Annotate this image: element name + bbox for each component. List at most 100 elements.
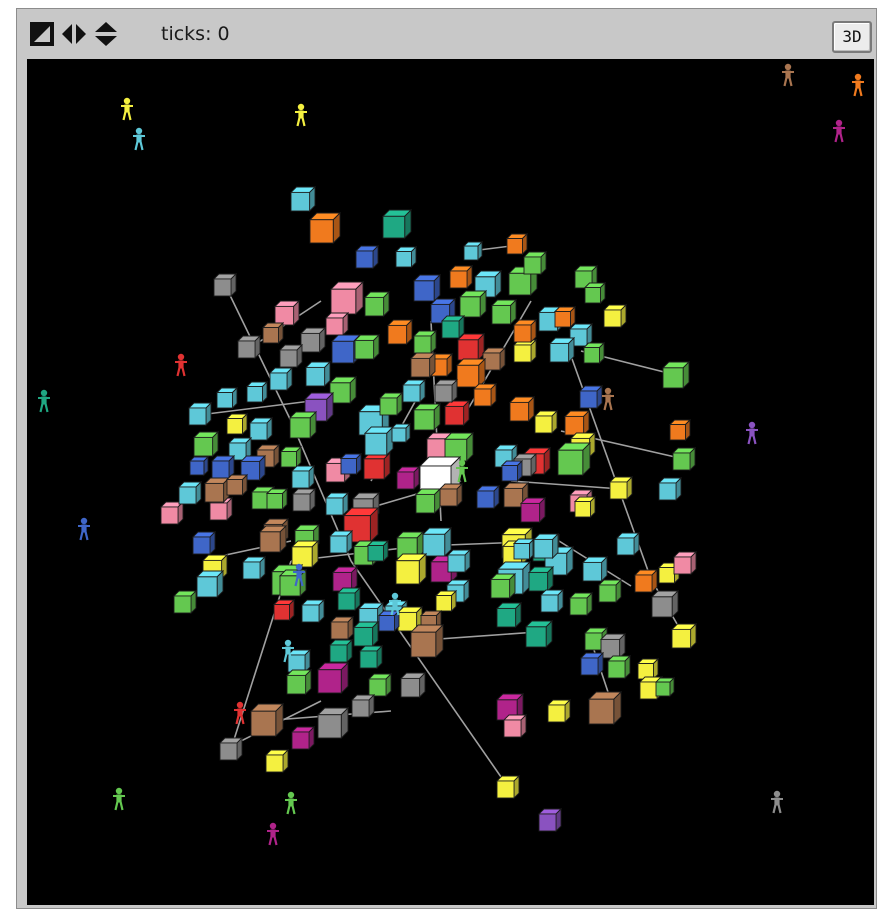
node-cube[interactable] — [481, 346, 507, 372]
node-cube[interactable] — [578, 384, 604, 410]
node-cube[interactable] — [191, 530, 217, 556]
node-cube[interactable] — [462, 240, 484, 262]
node-cube[interactable] — [329, 280, 365, 316]
node-cube[interactable] — [508, 395, 536, 423]
node-cube[interactable] — [354, 244, 380, 270]
node-cube[interactable] — [291, 487, 317, 513]
node-cube[interactable] — [236, 334, 262, 360]
node-cube[interactable] — [553, 305, 577, 329]
node-cube[interactable] — [261, 321, 285, 345]
node-cube[interactable] — [308, 211, 342, 245]
node-cube[interactable] — [475, 484, 501, 510]
vertical-arrows-icon[interactable] — [93, 21, 119, 47]
node-cube[interactable] — [350, 693, 376, 719]
node-cube[interactable] — [597, 578, 623, 604]
node-cube[interactable] — [328, 529, 354, 555]
person-agent[interactable] — [133, 127, 145, 151]
node-cube[interactable] — [533, 409, 559, 435]
node-cube[interactable] — [489, 572, 517, 600]
node-cube[interactable] — [661, 360, 691, 390]
node-cube[interactable] — [362, 451, 392, 481]
node-cube[interactable] — [395, 465, 421, 491]
node-cube[interactable] — [668, 418, 692, 442]
node-cube[interactable] — [225, 473, 249, 497]
node-cube[interactable] — [249, 702, 285, 738]
person-agent[interactable] — [602, 387, 614, 411]
person-agent[interactable] — [852, 73, 864, 97]
node-cube[interactable] — [316, 661, 350, 695]
node-cube[interactable] — [399, 671, 427, 699]
person-agent[interactable] — [746, 421, 758, 445]
node-cube[interactable] — [672, 550, 698, 576]
node-cube[interactable] — [187, 401, 213, 427]
node-cube[interactable] — [440, 314, 466, 340]
node-cube[interactable] — [367, 672, 393, 698]
node-cube[interactable] — [394, 245, 418, 269]
node-cube[interactable] — [316, 706, 350, 740]
node-cube[interactable] — [650, 589, 680, 619]
node-cube[interactable] — [203, 476, 231, 504]
person-agent[interactable] — [285, 791, 297, 815]
node-cube[interactable] — [443, 399, 471, 427]
node-cube[interactable] — [288, 410, 318, 440]
node-cube[interactable] — [573, 495, 597, 519]
node-cube[interactable] — [377, 609, 401, 633]
person-agent[interactable] — [293, 563, 305, 587]
node-cube[interactable] — [500, 459, 524, 483]
node-cube[interactable] — [527, 565, 555, 593]
node-cube[interactable] — [227, 436, 253, 462]
node-cube[interactable] — [331, 565, 359, 593]
node-cube[interactable] — [273, 299, 301, 327]
node-cube[interactable] — [512, 338, 538, 364]
world-view[interactable] — [27, 59, 874, 905]
node-cube[interactable] — [581, 555, 609, 583]
node-cube[interactable] — [458, 289, 488, 319]
node-cube[interactable] — [285, 668, 313, 696]
node-cube[interactable] — [556, 441, 592, 477]
node-cube[interactable] — [218, 736, 244, 762]
node-cube[interactable] — [358, 644, 384, 670]
node-cube[interactable] — [573, 264, 599, 290]
node-cube[interactable] — [299, 326, 327, 354]
person-agent[interactable] — [295, 103, 307, 127]
person-agent[interactable] — [175, 353, 187, 377]
node-cube[interactable] — [378, 391, 404, 417]
node-cube[interactable] — [615, 531, 641, 557]
node-cube[interactable] — [241, 555, 267, 581]
node-cube[interactable] — [409, 623, 445, 659]
person-agent[interactable] — [782, 63, 794, 87]
person-agent[interactable] — [38, 389, 50, 413]
node-cube[interactable] — [381, 208, 413, 240]
node-cube[interactable] — [512, 537, 536, 561]
node-cube[interactable] — [606, 654, 632, 680]
node-cube[interactable] — [352, 620, 380, 648]
node-cube[interactable] — [210, 454, 236, 480]
node-cube[interactable] — [495, 601, 523, 629]
node-cube[interactable] — [636, 657, 660, 681]
node-cube[interactable] — [188, 455, 210, 477]
node-cube[interactable] — [502, 713, 528, 739]
node-cube[interactable] — [339, 452, 363, 476]
node-cube[interactable] — [225, 412, 249, 436]
node-cube[interactable] — [324, 491, 350, 517]
node-cube[interactable] — [290, 464, 316, 490]
node-cube[interactable] — [537, 807, 563, 833]
node-cube[interactable] — [548, 336, 576, 364]
3d-view-button[interactable]: 3D — [832, 21, 872, 53]
node-cube[interactable] — [456, 332, 486, 362]
node-cube[interactable] — [328, 375, 358, 405]
node-cube[interactable] — [394, 552, 428, 586]
node-cube[interactable] — [443, 431, 475, 463]
node-cube[interactable] — [248, 416, 274, 442]
node-cube[interactable] — [336, 586, 362, 612]
person-agent[interactable] — [771, 790, 783, 814]
node-cube[interactable] — [412, 402, 442, 432]
node-cube[interactable] — [495, 774, 521, 800]
person-agent[interactable] — [833, 119, 845, 143]
person-agent[interactable] — [78, 517, 90, 541]
node-cube[interactable] — [657, 476, 683, 502]
node-cube[interactable] — [671, 446, 697, 472]
person-agent[interactable] — [389, 592, 401, 616]
node-cube[interactable] — [587, 690, 623, 726]
person-agent[interactable] — [282, 639, 294, 663]
